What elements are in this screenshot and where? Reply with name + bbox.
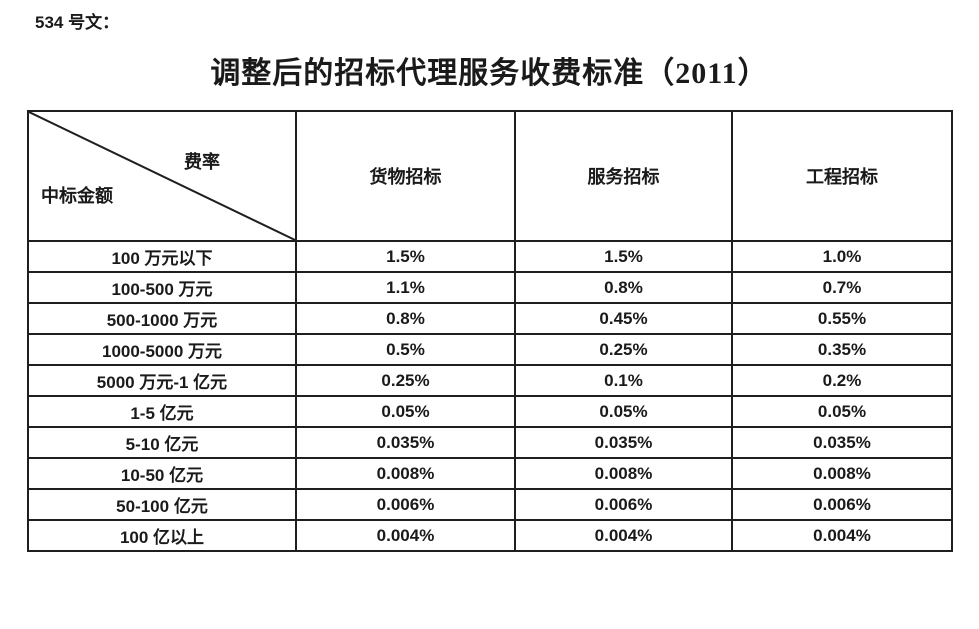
cell-value: 0.006% bbox=[295, 488, 516, 521]
column-header-goods: 货物招标 bbox=[295, 110, 516, 242]
table-row: 5-10 亿元 0.035% 0.035% 0.035% bbox=[27, 426, 953, 459]
cell-value: 1.0% bbox=[731, 240, 953, 273]
cell-value: 1.5% bbox=[514, 240, 733, 273]
fee-rate-table: 费率 中标金额 货物招标 服务招标 工程招标 100 万元以下 1.5% 1.5… bbox=[27, 110, 953, 552]
table-row: 1000-5000 万元 0.5% 0.25% 0.35% bbox=[27, 333, 953, 366]
cell-value: 0.008% bbox=[514, 457, 733, 490]
cell-value: 0.25% bbox=[514, 333, 733, 366]
row-label: 10-50 亿元 bbox=[27, 457, 297, 490]
row-label: 5-10 亿元 bbox=[27, 426, 297, 459]
cell-value: 0.004% bbox=[295, 519, 516, 552]
table-row: 100 亿以上 0.004% 0.004% 0.004% bbox=[27, 519, 953, 552]
cell-value: 0.7% bbox=[731, 271, 953, 304]
table-row: 100-500 万元 1.1% 0.8% 0.7% bbox=[27, 271, 953, 304]
corner-label-bid-amount: 中标金额 bbox=[41, 186, 113, 206]
table-row: 5000 万元-1 亿元 0.25% 0.1% 0.2% bbox=[27, 364, 953, 397]
table-row: 100 万元以下 1.5% 1.5% 1.0% bbox=[27, 240, 953, 273]
table-row: 1-5 亿元 0.05% 0.05% 0.05% bbox=[27, 395, 953, 428]
row-label: 50-100 亿元 bbox=[27, 488, 297, 521]
cell-value: 0.8% bbox=[295, 302, 516, 335]
cell-value: 0.35% bbox=[731, 333, 953, 366]
row-label: 5000 万元-1 亿元 bbox=[27, 364, 297, 397]
cell-value: 0.006% bbox=[731, 488, 953, 521]
cell-value: 0.25% bbox=[295, 364, 516, 397]
cell-value: 0.05% bbox=[514, 395, 733, 428]
row-label: 1000-5000 万元 bbox=[27, 333, 297, 366]
cell-value: 0.006% bbox=[514, 488, 733, 521]
corner-header-cell: 费率 中标金额 bbox=[27, 110, 297, 242]
cell-value: 0.45% bbox=[514, 302, 733, 335]
cell-value: 1.1% bbox=[295, 271, 516, 304]
cell-value: 0.5% bbox=[295, 333, 516, 366]
cell-value: 1.5% bbox=[295, 240, 516, 273]
row-label: 1-5 亿元 bbox=[27, 395, 297, 428]
row-label: 100 亿以上 bbox=[27, 519, 297, 552]
cell-value: 0.035% bbox=[731, 426, 953, 459]
cell-value: 0.004% bbox=[731, 519, 953, 552]
diagonal-line bbox=[29, 112, 295, 240]
table-row: 500-1000 万元 0.8% 0.45% 0.55% bbox=[27, 302, 953, 335]
cell-value: 0.8% bbox=[514, 271, 733, 304]
cell-value: 0.1% bbox=[514, 364, 733, 397]
row-label: 100 万元以下 bbox=[27, 240, 297, 273]
table-row: 10-50 亿元 0.008% 0.008% 0.008% bbox=[27, 457, 953, 490]
cell-value: 0.008% bbox=[731, 457, 953, 490]
table-row: 50-100 亿元 0.006% 0.006% 0.006% bbox=[27, 488, 953, 521]
cell-value: 0.035% bbox=[514, 426, 733, 459]
cell-value: 0.55% bbox=[731, 302, 953, 335]
page-title: 调整后的招标代理服务收费标准（2011） bbox=[210, 57, 769, 90]
column-header-engineering: 工程招标 bbox=[731, 110, 953, 242]
cell-value: 0.05% bbox=[731, 395, 953, 428]
cell-value: 0.008% bbox=[295, 457, 516, 490]
row-label: 500-1000 万元 bbox=[27, 302, 297, 335]
cell-value: 0.004% bbox=[514, 519, 733, 552]
doc-number-label: 534 号文： bbox=[35, 13, 120, 32]
column-header-service: 服务招标 bbox=[514, 110, 733, 242]
header-row: 费率 中标金额 货物招标 服务招标 工程招标 bbox=[27, 110, 953, 242]
cell-value: 0.05% bbox=[295, 395, 516, 428]
cell-value: 0.035% bbox=[295, 426, 516, 459]
row-label: 100-500 万元 bbox=[27, 271, 297, 304]
corner-label-fee-rate: 费率 bbox=[184, 152, 220, 172]
cell-value: 0.2% bbox=[731, 364, 953, 397]
